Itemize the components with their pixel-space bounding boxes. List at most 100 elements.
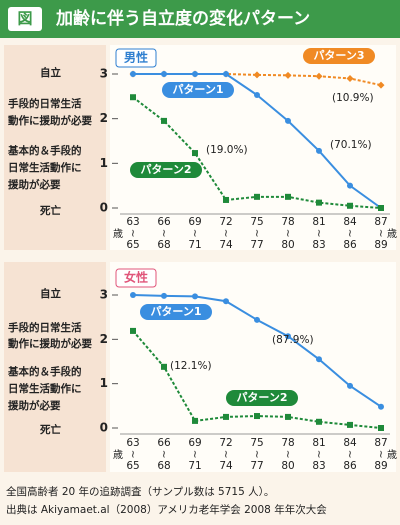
x-tick-label: 78 ≀ 80 — [281, 216, 294, 251]
age-unit: 歳 — [387, 228, 397, 240]
point — [378, 403, 384, 410]
point — [316, 199, 322, 206]
badge: 図 — [17, 10, 32, 28]
x-tick-label: 84 ≀ 86 — [343, 437, 357, 472]
level-label: 援助が必要 — [8, 399, 61, 412]
point — [223, 71, 229, 77]
point — [378, 425, 384, 431]
level-label: 日常生活動作に — [8, 382, 82, 395]
point — [254, 316, 260, 323]
x-tick-label: 81 ≀ 83 — [312, 437, 325, 472]
header-band — [0, 0, 400, 38]
point — [223, 413, 229, 420]
point — [316, 418, 322, 425]
level-label: 動作に援助が必要 — [8, 114, 92, 127]
point — [254, 91, 260, 98]
annotation: (10.9%) — [332, 92, 374, 104]
point — [254, 413, 260, 420]
series-label-box — [140, 304, 212, 320]
point — [161, 292, 167, 299]
y-tick-label: 3 — [100, 288, 108, 302]
point — [192, 293, 198, 300]
age-unit: 歳 — [387, 449, 397, 461]
point — [192, 71, 198, 77]
level-label: 死亡 — [39, 204, 61, 217]
point — [347, 202, 353, 209]
point — [347, 182, 353, 189]
level-label: 基本的＆手段的 — [7, 144, 82, 157]
x-tick-label: 69 ≀ 71 — [188, 437, 201, 472]
y-tick-label: 1 — [100, 376, 108, 390]
point — [285, 193, 291, 200]
point — [285, 333, 291, 340]
annotation: (19.0%) — [206, 144, 248, 156]
y-tick-label: 2 — [100, 111, 108, 125]
point — [161, 363, 167, 370]
badge-box — [8, 7, 42, 31]
series-label-box — [303, 48, 375, 64]
point — [378, 205, 384, 211]
y-tick-label: 3 — [100, 67, 108, 81]
level-label: 動作に援助が必要 — [8, 337, 92, 350]
point — [346, 74, 354, 82]
point — [253, 71, 261, 79]
y-tick-label: 1 — [100, 156, 108, 170]
series-label: パターン1 — [150, 305, 201, 318]
x-tick-label: 63 ≀ 65 — [126, 437, 139, 472]
x-tick-label: 66 ≀ 68 — [157, 437, 171, 472]
title: 加齢に伴う自立度の変化パターン — [55, 8, 310, 29]
left-panel — [4, 262, 106, 472]
annotation: (87.9%) — [272, 334, 314, 346]
x-tick-label: 81 ≀ 83 — [312, 216, 325, 251]
x-tick-label: 87 ≀ 89 — [374, 216, 387, 251]
point — [192, 150, 198, 157]
annotation: (12.1%) — [170, 360, 212, 372]
series-label-box — [130, 162, 202, 178]
x-tick-label: 66 ≀ 68 — [157, 216, 171, 251]
point — [315, 72, 323, 80]
level-label: 日常生活動作に — [8, 161, 82, 174]
y-tick-label: 2 — [100, 332, 108, 346]
level-label: 援助が必要 — [8, 178, 61, 191]
x-tick-label: 63 ≀ 65 — [126, 216, 139, 251]
point — [285, 413, 291, 420]
point — [130, 327, 136, 334]
series-label-box — [226, 390, 298, 406]
level-label: 死亡 — [39, 423, 61, 436]
point — [347, 382, 353, 389]
point — [161, 117, 167, 124]
x-tick-label: 75 ≀ 77 — [250, 216, 263, 251]
level-label: 基本的＆手段的 — [7, 365, 82, 378]
annotation: (70.1%) — [330, 139, 372, 151]
plot-panel — [110, 262, 396, 472]
x-tick-label: 69 ≀ 71 — [188, 216, 201, 251]
age-unit: 歳 — [113, 228, 123, 240]
footer-line: 全国高齢者 20 年の追跡調査（サンプル数は 5715 人）。 — [6, 485, 274, 498]
series-label: パターン2 — [140, 163, 191, 176]
point — [130, 292, 136, 298]
point — [285, 117, 291, 124]
y-tick-label: 0 — [100, 421, 108, 435]
point — [223, 298, 229, 305]
point — [223, 196, 229, 203]
point — [377, 81, 385, 89]
x-tick-label: 72 ≀ 74 — [219, 216, 233, 251]
panel-badge: 男性 — [124, 50, 148, 65]
point — [130, 71, 136, 77]
series-label-box — [162, 82, 234, 98]
x-tick-label: 72 ≀ 74 — [219, 437, 233, 472]
series-label: パターン3 — [313, 49, 364, 62]
x-tick-label: 75 ≀ 77 — [250, 437, 263, 472]
level-label: 自立 — [40, 287, 61, 300]
footer-line: 出典は Akiyamaet.al（2008）アメリカ老年学会 2008 年年次大… — [6, 503, 327, 516]
level-label: 手段的日常生活 — [8, 321, 82, 334]
x-tick-label: 87 ≀ 89 — [374, 437, 387, 472]
y-tick-label: 0 — [100, 201, 108, 215]
level-label: 手段的日常生活 — [8, 97, 82, 110]
level-label: 自立 — [40, 66, 61, 79]
point — [284, 71, 292, 79]
x-tick-label: 84 ≀ 86 — [343, 216, 357, 251]
left-panel — [4, 45, 106, 250]
